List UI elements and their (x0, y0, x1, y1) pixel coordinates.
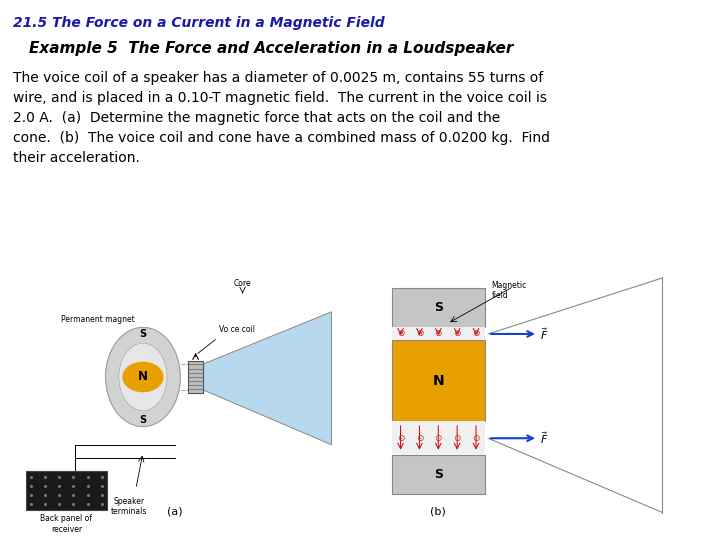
Bar (188, 361, 204, 393)
Text: ⊙: ⊙ (415, 434, 423, 443)
Text: S: S (433, 468, 443, 481)
Bar (392, 341, 485, 421)
Text: Back panel of
receiver: Back panel of receiver (40, 514, 92, 534)
Bar (25, 471, 107, 510)
Text: Speaker
terminals: Speaker terminals (111, 497, 147, 516)
Text: ⊗: ⊗ (415, 329, 423, 339)
Bar (392, 421, 485, 455)
Text: (b): (b) (431, 506, 446, 516)
Text: S: S (433, 301, 443, 314)
Text: Core: Core (234, 279, 251, 288)
Bar (392, 327, 485, 341)
Text: ⊙: ⊙ (454, 434, 461, 443)
Bar (392, 288, 485, 327)
Text: $\vec{F}$: $\vec{F}$ (540, 326, 549, 342)
Text: Permanent magnet: Permanent magnet (61, 315, 135, 324)
Text: ⊗: ⊗ (454, 329, 461, 339)
Text: 21.5 The Force on a Current in a Magnetic Field: 21.5 The Force on a Current in a Magneti… (13, 16, 384, 30)
Text: $\vec{F}$: $\vec{F}$ (540, 430, 549, 446)
Text: Magnetic
field: Magnetic field (492, 280, 527, 300)
Bar (392, 455, 485, 494)
Text: Example 5  The Force and Acceleration in a Loudspeaker: Example 5 The Force and Acceleration in … (29, 40, 513, 56)
Text: Vo ce coil: Vo ce coil (219, 325, 255, 334)
Text: N: N (433, 374, 444, 388)
Ellipse shape (119, 343, 167, 411)
Text: The voice coil of a speaker has a diameter of 0.0025 m, contains 55 turns of
wir: The voice coil of a speaker has a diamet… (13, 71, 549, 165)
Circle shape (123, 362, 163, 392)
Text: (a): (a) (167, 506, 183, 516)
Text: ⊙: ⊙ (472, 434, 480, 443)
Text: ⊙: ⊙ (435, 434, 442, 443)
Text: ⊗: ⊗ (472, 329, 480, 339)
Text: ⊙: ⊙ (397, 434, 405, 443)
Text: S: S (140, 415, 146, 425)
Text: ⊗: ⊗ (435, 329, 442, 339)
Text: N: N (138, 370, 148, 383)
Polygon shape (204, 312, 331, 445)
Text: ⊗: ⊗ (397, 329, 405, 339)
Text: S: S (140, 329, 146, 339)
Ellipse shape (106, 327, 180, 427)
